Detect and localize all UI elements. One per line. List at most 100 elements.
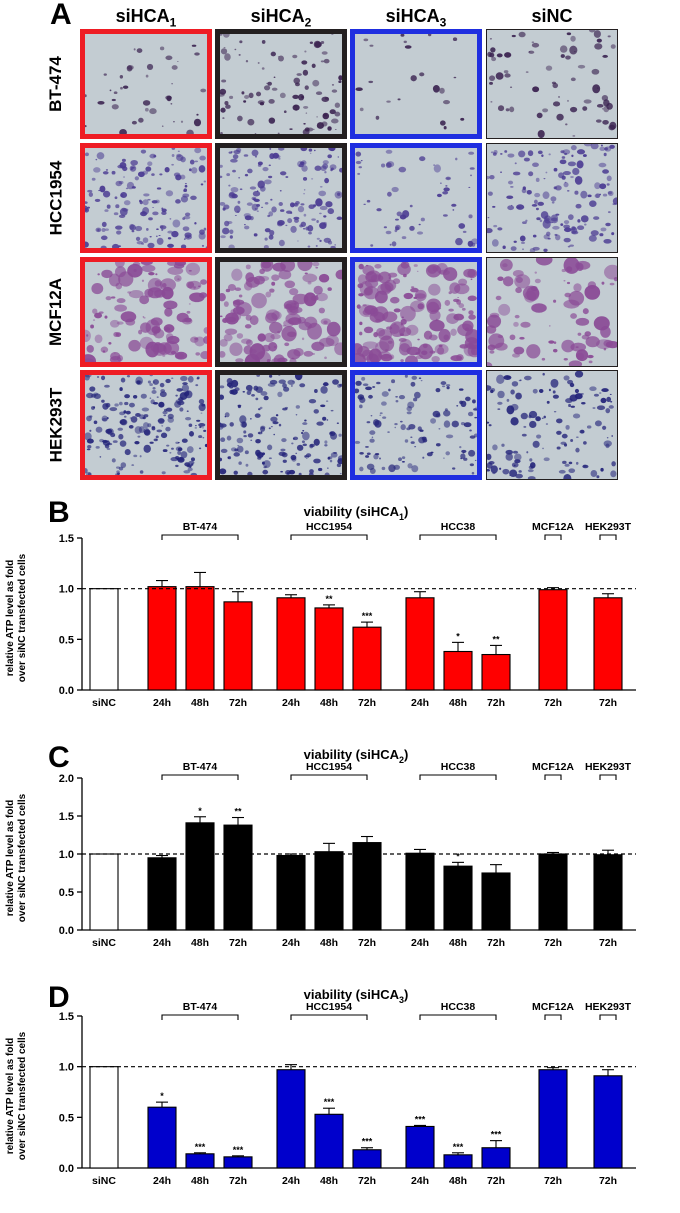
- cell-blob: [465, 396, 471, 402]
- cell-blob: [262, 469, 269, 475]
- cell-blob: [406, 346, 421, 356]
- cell-blob: [463, 422, 472, 428]
- cell-blob: [257, 164, 262, 167]
- cell-blob: [387, 191, 392, 197]
- cell-blob: [504, 150, 508, 153]
- cell-blob: [220, 339, 228, 347]
- cell-blob: [167, 243, 174, 248]
- cell-blob: [249, 343, 266, 361]
- cell-blob: [383, 226, 387, 229]
- y-axis-label: relative ATP level as foldover siNC tran…: [5, 793, 28, 922]
- cell-blob: [596, 475, 600, 479]
- bar: [443, 865, 473, 931]
- cell-blob: [319, 212, 322, 215]
- cell-blob: [389, 243, 392, 246]
- cell-blob: [326, 321, 341, 337]
- cell-blob: [223, 333, 233, 342]
- cell-blob: [423, 330, 433, 340]
- cell-blob: [379, 414, 382, 417]
- x-tick-label: 72h: [358, 697, 376, 709]
- cell-blob: [101, 399, 105, 403]
- cell-blob: [116, 230, 122, 235]
- cell-blob: [606, 183, 610, 186]
- cell-blob: [246, 202, 253, 206]
- cell-blob: [85, 432, 92, 441]
- cell-blob: [194, 425, 197, 427]
- cell-blob: [334, 111, 341, 117]
- cell-blob: [187, 467, 193, 472]
- cell-blob: [409, 204, 413, 208]
- cell-blob: [104, 444, 110, 449]
- cell-blob: [518, 470, 522, 473]
- cell-blob: [444, 408, 448, 412]
- cell-blob: [552, 390, 556, 394]
- cell-blob: [283, 110, 287, 114]
- significance-label: ***: [233, 1145, 244, 1155]
- cell-blob: [256, 375, 261, 377]
- cell-blob: [528, 171, 534, 177]
- cell-blob: [173, 121, 175, 123]
- cell-blob: [107, 442, 109, 445]
- cell-blob: [568, 461, 573, 465]
- x-tick-label: 24h: [411, 937, 429, 949]
- cell-blob: [111, 98, 116, 102]
- cell-blob: [302, 443, 307, 447]
- cell-blob: [297, 378, 301, 380]
- cell-blob: [171, 148, 176, 150]
- bar: [481, 1147, 511, 1169]
- cell-blob: [98, 190, 101, 192]
- cell-blob: [502, 276, 514, 287]
- cell-blob: [159, 225, 167, 230]
- cell-blob: [278, 451, 286, 456]
- cell-blob: [312, 262, 320, 267]
- cell-blob: [110, 351, 121, 361]
- cell-blob: [224, 412, 230, 418]
- group-bracket: [419, 774, 497, 780]
- cell-blob: [430, 451, 434, 454]
- cell-blob: [268, 164, 271, 167]
- cell-blob: [318, 273, 330, 283]
- cell-blob: [242, 390, 246, 393]
- cell-blob: [324, 444, 328, 447]
- group-bracket: [599, 774, 617, 780]
- group-bracket: [419, 1014, 497, 1020]
- cell-blob: [166, 444, 170, 447]
- cell-blob: [313, 438, 320, 446]
- cell-blob: [139, 455, 142, 458]
- cell-blob: [227, 221, 233, 224]
- cell-blob: [382, 311, 398, 323]
- cell-blob: [142, 316, 145, 318]
- cell-blob: [575, 461, 579, 465]
- cell-blob: [103, 73, 107, 76]
- cell-blob: [264, 237, 268, 241]
- cell-blob: [588, 360, 593, 364]
- cell-blob: [401, 461, 405, 463]
- cell-blob: [362, 383, 369, 387]
- cell-blob: [229, 422, 234, 427]
- cell-blob: [263, 395, 269, 401]
- cell-blob: [270, 198, 273, 201]
- cell-blob: [315, 245, 318, 247]
- cell-blob: [564, 292, 572, 298]
- cell-blob: [126, 65, 133, 72]
- cell-blob: [462, 320, 474, 332]
- cell-blob: [311, 218, 316, 221]
- x-tick-label: 72h: [229, 697, 247, 709]
- cell-blob: [379, 457, 381, 460]
- cell-blob: [445, 185, 448, 187]
- cell-blob: [238, 54, 241, 56]
- cell-blob: [202, 427, 204, 429]
- cell-blob: [87, 445, 92, 449]
- cell-blob: [369, 468, 376, 474]
- cell-blob: [172, 219, 181, 228]
- cell-blob: [584, 223, 587, 226]
- cell-blob: [158, 234, 161, 237]
- cell-blob: [308, 231, 312, 235]
- cell-blob: [389, 323, 400, 335]
- significance-label: ***: [453, 1142, 464, 1152]
- cell-blob: [149, 235, 152, 238]
- cell-blob: [303, 350, 314, 357]
- cell-blob: [582, 106, 588, 111]
- micrograph-background: [355, 148, 477, 248]
- cell-blob: [297, 262, 313, 272]
